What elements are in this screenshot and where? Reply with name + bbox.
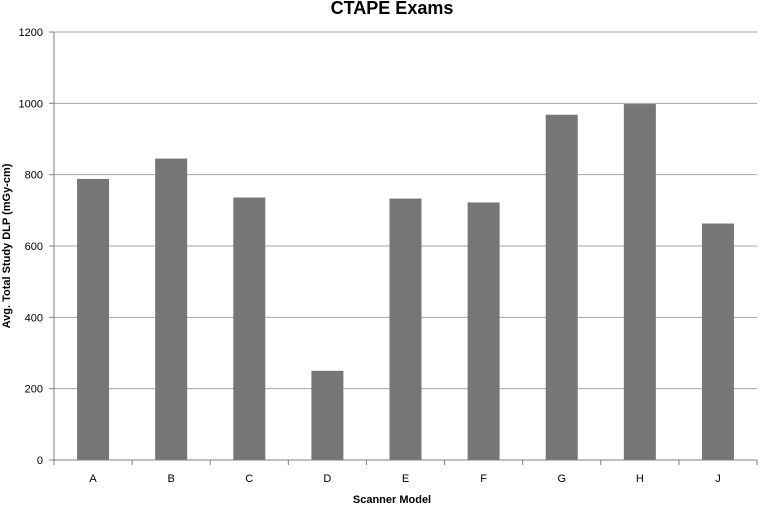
chart-title: CTAPE Exams [331, 0, 454, 18]
bar-a [77, 178, 110, 461]
y-tick-label: 400 [25, 312, 43, 324]
x-tick-label: E [402, 473, 409, 485]
y-tick-label: 200 [25, 384, 43, 396]
bar-g [545, 114, 578, 460]
axes [49, 31, 758, 465]
x-tick-label: F [480, 473, 487, 485]
y-tick-label: 600 [25, 241, 43, 253]
x-tick-label: C [245, 473, 253, 485]
y-tick-label: 0 [37, 455, 43, 467]
x-tick-label: G [557, 473, 566, 485]
bars [77, 104, 734, 461]
bar-d [311, 370, 344, 460]
x-tick-label: J [715, 473, 721, 485]
y-tick-label: 800 [25, 170, 43, 182]
y-tick-labels: 0 200 400 600 800 1000 1200 [19, 27, 43, 467]
y-tick-label: 1000 [19, 98, 43, 110]
bar-b [155, 158, 188, 460]
bar-j [701, 223, 734, 460]
x-axis-label: Scanner Model [353, 494, 431, 505]
bar-c [233, 197, 266, 460]
x-tick-label: A [89, 473, 97, 485]
x-tick-label: H [636, 473, 644, 485]
y-axis-label: Avg. Total Study DLP (mGy-cm) [1, 163, 13, 328]
bar-h [623, 104, 656, 461]
x-tick-label: D [323, 473, 331, 485]
y-tick-label: 1200 [19, 27, 43, 39]
x-tick-label: B [167, 473, 174, 485]
bar-e [389, 198, 422, 460]
bar-f [467, 202, 500, 460]
